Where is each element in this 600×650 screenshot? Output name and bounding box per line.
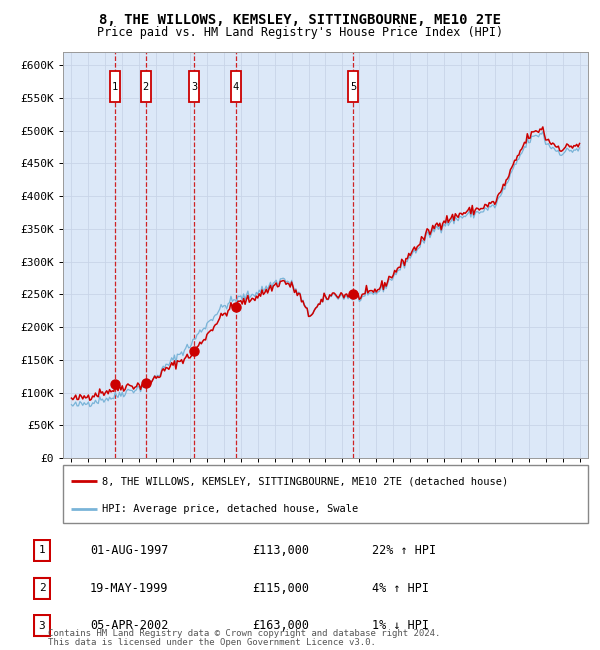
FancyBboxPatch shape [140, 71, 151, 103]
Text: £115,000: £115,000 [252, 582, 309, 595]
FancyBboxPatch shape [34, 540, 50, 561]
Text: 3: 3 [191, 82, 197, 92]
Text: 1: 1 [38, 545, 46, 556]
FancyBboxPatch shape [34, 616, 50, 636]
Text: 22% ↑ HPI: 22% ↑ HPI [372, 544, 436, 557]
Text: Contains HM Land Registry data © Crown copyright and database right 2024.: Contains HM Land Registry data © Crown c… [48, 629, 440, 638]
FancyBboxPatch shape [34, 578, 50, 599]
Text: 1% ↓ HPI: 1% ↓ HPI [372, 619, 429, 632]
Text: 05-APR-2002: 05-APR-2002 [90, 619, 169, 632]
Text: 4: 4 [233, 82, 239, 92]
Text: 4% ↑ HPI: 4% ↑ HPI [372, 582, 429, 595]
Text: £163,000: £163,000 [252, 619, 309, 632]
Text: 3: 3 [38, 621, 46, 631]
Text: 01-AUG-1997: 01-AUG-1997 [90, 544, 169, 557]
Text: This data is licensed under the Open Government Licence v3.0.: This data is licensed under the Open Gov… [48, 638, 376, 647]
Text: 2: 2 [143, 82, 149, 92]
Text: £113,000: £113,000 [252, 544, 309, 557]
FancyBboxPatch shape [110, 71, 120, 103]
Text: 1: 1 [112, 82, 118, 92]
Text: 2: 2 [38, 583, 46, 593]
Text: 19-MAY-1999: 19-MAY-1999 [90, 582, 169, 595]
Text: HPI: Average price, detached house, Swale: HPI: Average price, detached house, Swal… [103, 504, 359, 514]
Text: 8, THE WILLOWS, KEMSLEY, SITTINGBOURNE, ME10 2TE (detached house): 8, THE WILLOWS, KEMSLEY, SITTINGBOURNE, … [103, 476, 509, 486]
FancyBboxPatch shape [63, 465, 588, 523]
FancyBboxPatch shape [231, 71, 241, 103]
FancyBboxPatch shape [190, 71, 199, 103]
Text: Price paid vs. HM Land Registry's House Price Index (HPI): Price paid vs. HM Land Registry's House … [97, 26, 503, 39]
FancyBboxPatch shape [348, 71, 358, 103]
Text: 8, THE WILLOWS, KEMSLEY, SITTINGBOURNE, ME10 2TE: 8, THE WILLOWS, KEMSLEY, SITTINGBOURNE, … [99, 13, 501, 27]
Text: 5: 5 [350, 82, 356, 92]
